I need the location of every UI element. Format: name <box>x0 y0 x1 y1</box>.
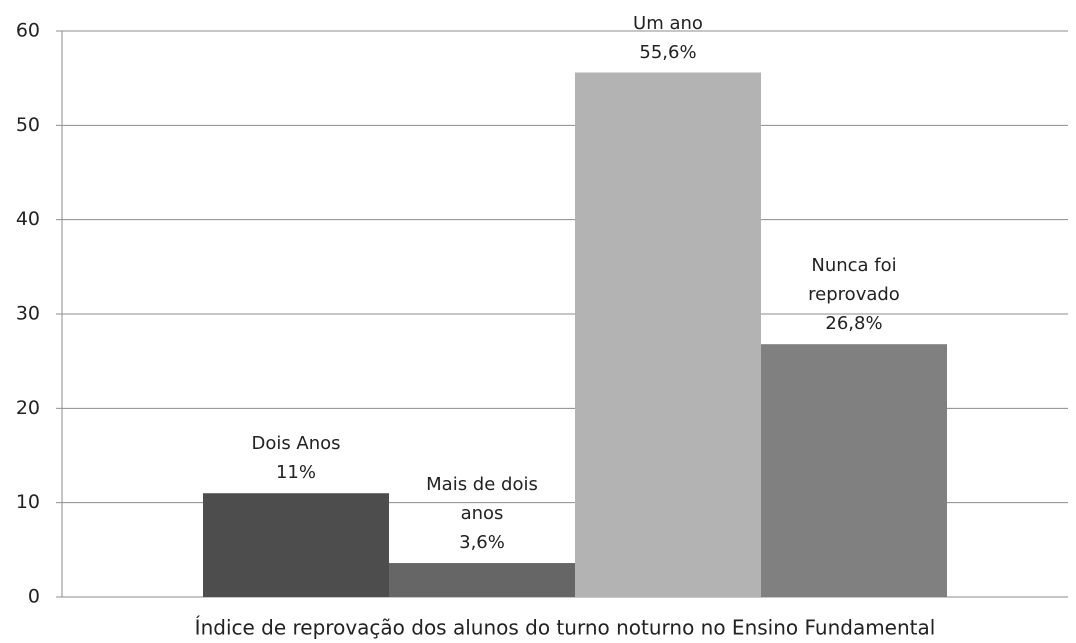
y-tick-label: 30 <box>16 303 40 325</box>
y-tick-label: 40 <box>16 208 40 230</box>
data-label: Dois Anos 11% <box>251 429 340 487</box>
data-label: Mais de dois anos 3,6% <box>420 470 545 557</box>
series-name: Um ano <box>633 12 703 34</box>
value-label: 55,6% <box>639 41 697 63</box>
data-label: Nunca foi reprovado 26,8% <box>792 251 917 338</box>
y-tick-label: 0 <box>28 586 40 608</box>
bar <box>575 72 761 598</box>
y-tick-label: 50 <box>16 114 40 136</box>
x-tick-label: Índice de reprovação dos alunos do turno… <box>195 616 936 640</box>
bar <box>389 563 575 597</box>
y-tick-label: 60 <box>16 20 40 42</box>
y-tick-label: 20 <box>16 397 40 419</box>
value-label: 11% <box>275 462 316 484</box>
series-name: Mais de dois anos <box>426 474 538 525</box>
value-label: 26,8% <box>825 313 883 335</box>
bar <box>761 344 947 597</box>
y-tick-label: 10 <box>16 491 40 513</box>
value-label: 3,6% <box>459 532 505 554</box>
series-name: Dois Anos <box>251 433 341 455</box>
series-name: Nunca foi reprovado <box>808 255 900 306</box>
data-label: Um ano 55,6% <box>633 9 703 67</box>
bar <box>203 493 389 597</box>
